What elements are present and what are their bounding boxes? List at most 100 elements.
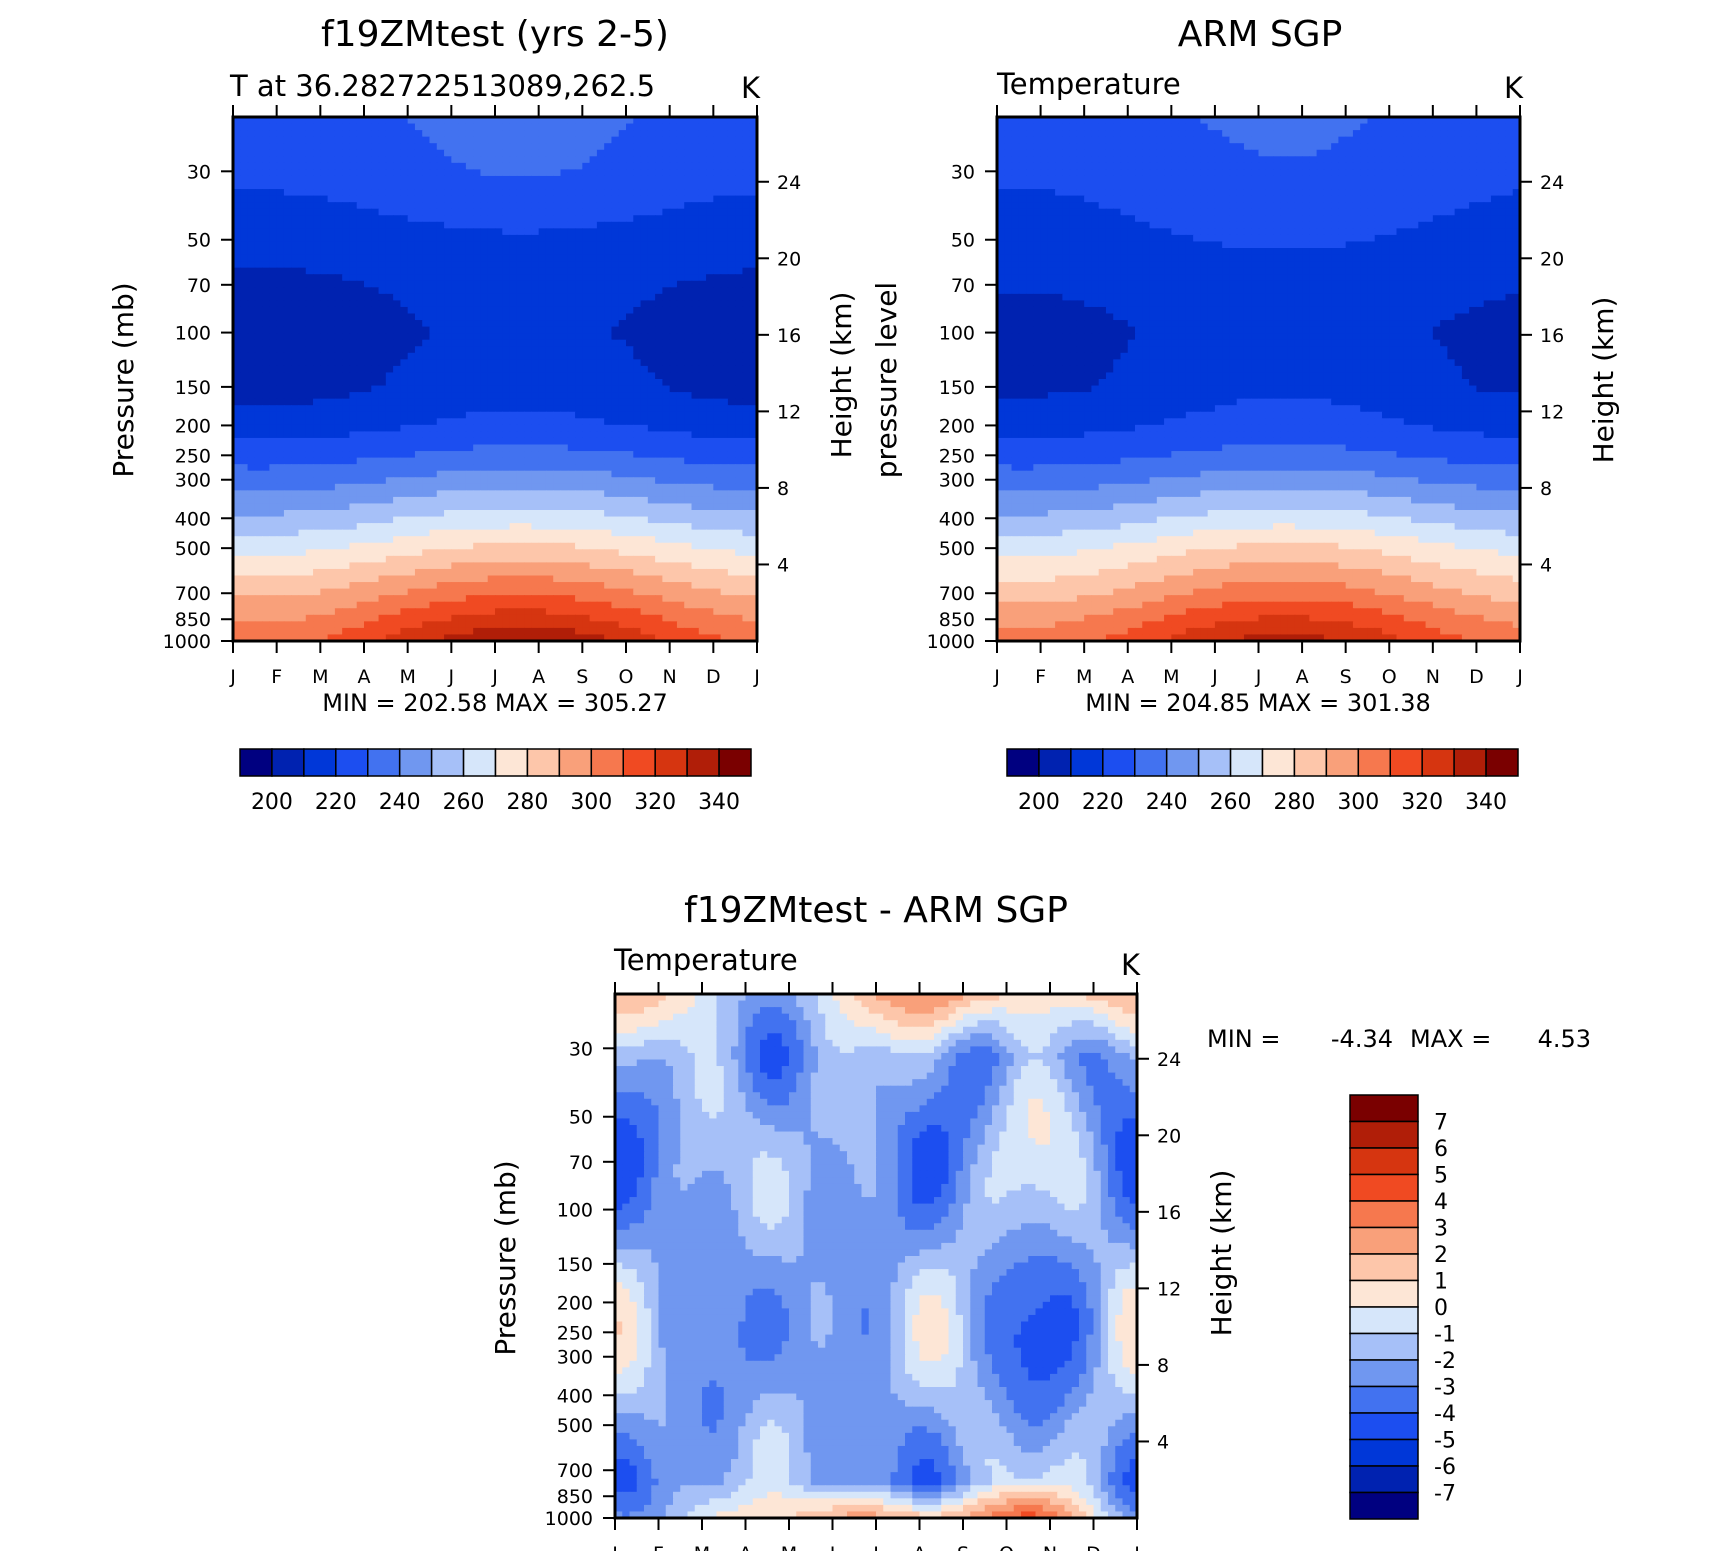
contour-cell: [575, 405, 583, 413]
panel1-subtitle: T at 36.282722513089,262.5: [229, 69, 655, 103]
contour-cell: [604, 162, 613, 170]
contour-cell: [553, 418, 562, 426]
contour-cell: [356, 339, 365, 347]
contour-cell: [487, 293, 496, 301]
contour-cell: [233, 306, 241, 315]
contour-cell: [451, 293, 460, 301]
contour-cell: [436, 313, 445, 321]
contour-cell: [473, 162, 482, 170]
contour-cell: [487, 182, 496, 190]
contour-cell: [495, 202, 503, 210]
contour-cell: [400, 280, 409, 288]
contour-cell: [713, 333, 722, 341]
contour-cell: [269, 228, 278, 236]
contour-cell: [676, 306, 685, 315]
contour-cell: [458, 215, 467, 223]
contour-cell: [451, 228, 460, 236]
contour-cell: [698, 542, 707, 550]
contour-cell: [334, 306, 343, 315]
contour-cell: [327, 542, 336, 550]
contour-cell: [560, 470, 569, 478]
contour-cell: [436, 202, 445, 210]
contour-cell: [633, 523, 642, 531]
contour-cell: [684, 123, 693, 131]
contour-cell: [727, 510, 736, 518]
contour-cell: [662, 313, 671, 321]
contour-cell: [545, 346, 554, 354]
contour-cell: [553, 542, 562, 550]
contour-cell: [233, 431, 241, 439]
contour-cell: [735, 372, 744, 380]
contour-cell: [349, 261, 358, 269]
contour-cell: [676, 496, 685, 505]
contour-cell: [611, 215, 620, 223]
contour-cell: [247, 136, 256, 144]
contour-cell: [516, 510, 525, 518]
contour-cell: [611, 182, 620, 190]
contour-cell: [604, 136, 613, 144]
contour-cell: [604, 470, 613, 478]
contour-cell: [640, 424, 649, 432]
contour-cell: [502, 149, 511, 157]
contour-cell: [371, 490, 380, 498]
contour-cell: [567, 182, 576, 190]
contour-cell: [604, 352, 613, 360]
contour-cell: [640, 149, 649, 157]
contour-cell: [276, 195, 285, 203]
contour-cell: [429, 130, 438, 138]
contour-cell: [706, 300, 714, 308]
contour-cell: [553, 352, 562, 360]
contour-cell: [305, 130, 314, 138]
contour-cell: [516, 470, 525, 478]
contour-cell: [509, 379, 518, 387]
contour-cell: [720, 496, 729, 505]
contour-cell: [480, 274, 489, 282]
contour-cell: [458, 221, 467, 229]
contour-cell: [647, 143, 656, 151]
contour-cell: [596, 483, 605, 491]
contour-cell: [305, 437, 314, 446]
contour-cell: [254, 280, 263, 288]
contour-cell: [247, 339, 256, 347]
contour-cell: [473, 424, 482, 432]
contour-cell: [684, 208, 693, 216]
contour-cell: [575, 542, 583, 550]
contour-cell: [567, 234, 576, 243]
contour-cell: [516, 451, 525, 459]
contour-cell: [254, 523, 263, 531]
contour-cell: [291, 405, 300, 413]
contour-cell: [604, 143, 613, 151]
contour-cell: [742, 437, 751, 446]
contour-cell: [262, 208, 270, 216]
contour-cell: [458, 208, 467, 216]
contour-cell: [480, 385, 489, 393]
contour-cell: [385, 477, 394, 485]
contour-cell: [451, 555, 460, 563]
contour-cell: [444, 510, 452, 518]
contour-cell: [538, 162, 547, 170]
contour-cell: [742, 149, 751, 157]
contour-cell: [662, 320, 671, 328]
contour-cell: [662, 248, 671, 256]
contour-cell: [706, 483, 714, 491]
contour-cell: [334, 280, 343, 288]
contour-cell: [720, 162, 729, 170]
contour-cell: [283, 313, 292, 321]
contour-cell: [320, 379, 329, 387]
contour-cell: [691, 130, 700, 138]
contour-cell: [233, 464, 241, 472]
contour-cell: [742, 405, 751, 413]
contour-cell: [655, 555, 663, 563]
contour-cell: [378, 136, 387, 144]
contour-cell: [378, 293, 387, 301]
contour-cell: [516, 208, 525, 216]
contour-cell: [604, 339, 613, 347]
contour-cell: [655, 280, 663, 288]
contour-cell: [480, 261, 489, 269]
contour-cell: [698, 490, 707, 498]
contour-cell: [473, 411, 482, 419]
contour-cell: [596, 195, 605, 203]
contour-cell: [298, 490, 307, 498]
contour-cell: [713, 444, 722, 452]
contour-cell: [247, 169, 256, 177]
